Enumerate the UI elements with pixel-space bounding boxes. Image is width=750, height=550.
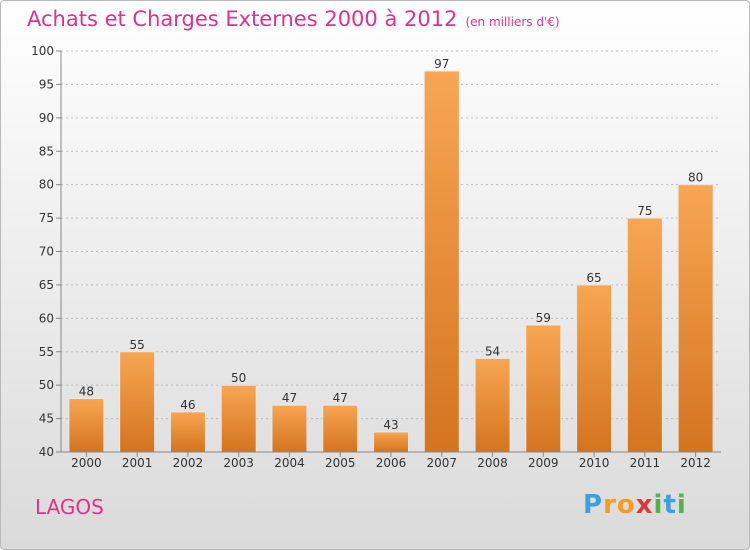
y-tick-label: 50: [39, 378, 54, 392]
y-tick-label: 45: [39, 412, 54, 426]
x-tick-label: 2003: [223, 456, 254, 470]
x-tick-label: 2007: [426, 456, 457, 470]
x-tick-label: 2011: [630, 456, 661, 470]
bar-2000: [68, 398, 105, 453]
y-tick-label: 55: [39, 345, 54, 359]
y-tick-label: 60: [39, 311, 54, 325]
y-tick-label: 65: [39, 278, 54, 292]
bar-2003: [220, 384, 257, 453]
y-tick-label: 40: [39, 445, 54, 459]
place-name: LAGOS: [35, 495, 104, 519]
bar-2004: [271, 404, 308, 453]
y-tick-label: 90: [39, 111, 54, 125]
bar-2008: [474, 357, 511, 453]
bar-value-label: 97: [434, 57, 449, 71]
logo-letter: i: [676, 490, 687, 520]
y-tick-label: 100: [31, 44, 54, 58]
bar-value-label: 55: [130, 338, 145, 352]
bar-2010: [576, 284, 613, 453]
logo-letter: t: [663, 490, 677, 520]
bar-value-label: 47: [333, 391, 348, 405]
bar-value-label: 50: [231, 371, 246, 385]
y-tick-label: 70: [39, 245, 54, 259]
logo-letter: P: [583, 490, 604, 520]
chart-title-unit: (en milliers d'€): [465, 15, 560, 29]
chart-title: Achats et Charges Externes 2000 à 2012 (e…: [27, 7, 560, 31]
bar-2005: [322, 404, 359, 453]
y-tick-label: 75: [39, 211, 54, 225]
bar-2001: [119, 351, 156, 453]
bar-value-label: 65: [586, 271, 601, 285]
bar-value-label: 47: [282, 391, 297, 405]
bar-value-label: 75: [637, 204, 652, 218]
x-tick-label: 2002: [173, 456, 204, 470]
bar-value-label: 54: [485, 344, 500, 358]
logo-letter: o: [616, 490, 636, 520]
proxiti-logo: Proxiti: [583, 490, 687, 520]
x-tick-label: 2010: [579, 456, 610, 470]
axes: 40 45 50 55 60 65 70 75 80 85 90 95 100 2000 2001 2002 2…: [31, 44, 721, 470]
chart-title-main: Achats et Charges Externes 2000 à 2012: [27, 7, 458, 31]
x-tick-label: 2009: [528, 456, 559, 470]
bar-2007: [423, 70, 460, 453]
bar-2012: [677, 184, 714, 453]
bar-value-label: 46: [180, 398, 195, 412]
bars: 48 55 46 50 47 47 43 97 54 59 65 75 80: [68, 57, 714, 453]
logo-letter: r: [603, 490, 617, 520]
bar-2009: [525, 324, 562, 453]
x-tick-label: 2000: [71, 456, 102, 470]
x-tick-label: 2005: [325, 456, 356, 470]
y-tick-label: 95: [39, 77, 54, 91]
bar-2011: [626, 217, 663, 453]
y-tick-label: 80: [39, 178, 54, 192]
bar-value-label: 43: [383, 418, 398, 432]
bar-value-label: 80: [688, 171, 703, 185]
y-tick-label: 85: [39, 144, 54, 158]
bar-2002: [169, 411, 206, 453]
bar-value-label: 59: [536, 311, 551, 325]
x-tick-label: 2004: [274, 456, 305, 470]
logo-letter: x: [635, 490, 654, 520]
bar-2006: [373, 431, 409, 453]
x-tick-label: 2012: [680, 456, 711, 470]
x-tick-label: 2008: [477, 456, 508, 470]
x-tick-label: 2006: [376, 456, 407, 470]
logo-letter: i: [653, 490, 664, 520]
bar-value-label: 48: [79, 385, 94, 399]
x-tick-label: 2001: [122, 456, 153, 470]
grid-lines: [61, 50, 721, 420]
